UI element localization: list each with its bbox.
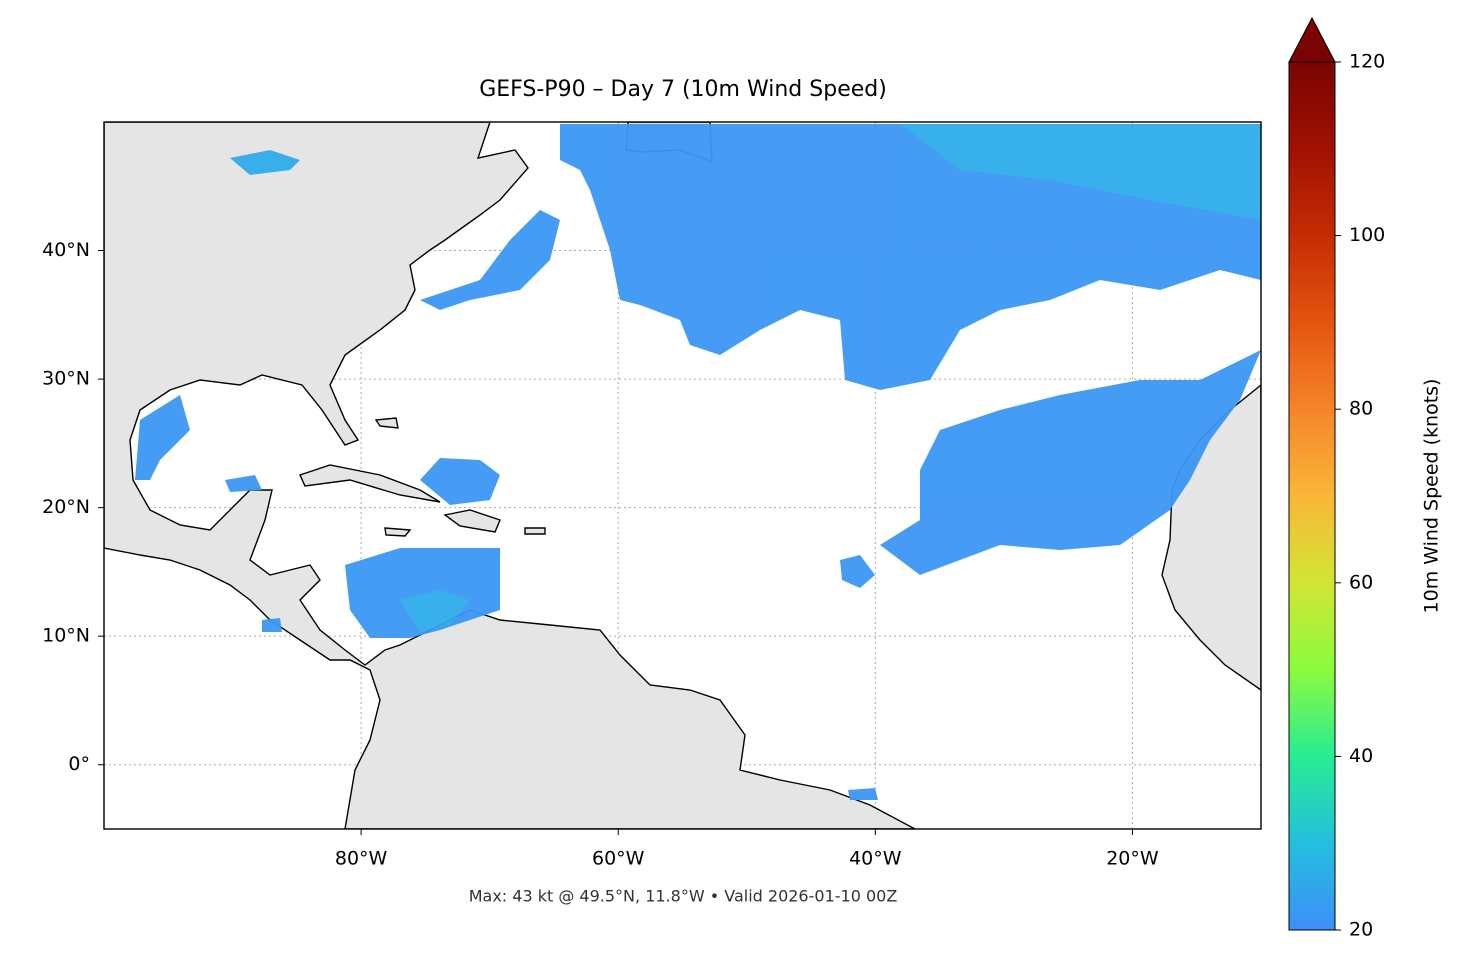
jamaica <box>384 527 412 537</box>
wind-area <box>900 124 1261 220</box>
chart-title: GEFS-P90 – Day 7 (10m Wind Speed) <box>479 77 887 102</box>
colorbar-extend <box>1288 16 1336 63</box>
colorbar-tick-label: 100 <box>1349 224 1385 246</box>
y-tick-label: 0° <box>68 753 90 775</box>
cuba <box>299 464 441 503</box>
wind-area <box>345 548 500 638</box>
colorbar <box>1288 61 1336 931</box>
y-tick-label: 10°N <box>42 625 90 647</box>
wind-area <box>560 124 1261 390</box>
wind-area <box>420 458 500 505</box>
wind-area <box>420 210 560 310</box>
wind-area <box>840 555 875 588</box>
y-tick-label: 40°N <box>42 239 90 261</box>
y-tick-label: 20°N <box>42 496 90 518</box>
wind-area <box>262 618 282 632</box>
map <box>104 122 1261 829</box>
x-tick-label: 60°W <box>592 848 645 870</box>
wind-area <box>880 350 1261 575</box>
x-tick-label: 80°W <box>335 848 388 870</box>
bahamas <box>374 417 399 429</box>
plot-frame <box>103 121 1262 830</box>
wind-area <box>225 475 262 492</box>
x-tick-label: 20°W <box>1106 848 1159 870</box>
colorbar-tick-label: 60 <box>1349 571 1373 593</box>
wind-area <box>230 150 300 175</box>
colorbar-label: 10m Wind Speed (knots) <box>1421 379 1443 614</box>
colorbar-tick-label: 20 <box>1349 919 1373 941</box>
colorbar-tick-label: 80 <box>1349 398 1373 420</box>
wind-area <box>400 590 470 632</box>
wind-field <box>135 124 1261 800</box>
x-tick-label: 40°W <box>849 848 902 870</box>
annotation: Max: 43 kt @ 49.5°N, 11.8°W • Valid 2026… <box>469 887 898 906</box>
wind-area <box>135 395 190 480</box>
hispaniola <box>443 509 501 533</box>
wind-area <box>848 788 878 800</box>
puerto-rico <box>524 527 546 535</box>
y-tick-label: 30°N <box>42 368 90 390</box>
colorbar-tick-label: 120 <box>1349 51 1385 73</box>
colorbar-tick-label: 40 <box>1349 745 1373 767</box>
colorbar-axis: 20 40 60 80 100 120 <box>1288 16 1385 941</box>
americas <box>104 122 916 829</box>
